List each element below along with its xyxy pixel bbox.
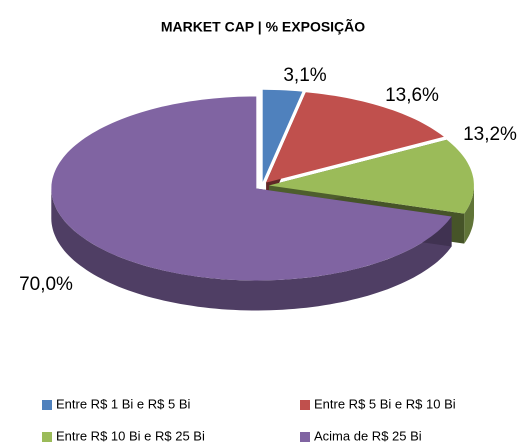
slice-side xyxy=(464,185,474,244)
legend-label: Entre R$ 10 Bi e R$ 25 Bi xyxy=(56,428,205,443)
slice xyxy=(262,89,303,182)
legend-label: Entre R$ 1 Bi e R$ 5 Bi xyxy=(56,396,191,411)
legend-swatch xyxy=(42,432,52,442)
data-label: 3,1% xyxy=(283,65,326,86)
legend-label: Acima de R$ 25 Bi xyxy=(314,428,422,443)
data-label: 13,2% xyxy=(463,124,517,145)
slice-side xyxy=(51,188,452,311)
data-label: 70,0% xyxy=(19,274,73,295)
slice xyxy=(268,139,474,214)
chart-title: MARKET CAP | % EXPOSIÇÃO xyxy=(161,18,365,35)
legend-label: Entre R$ 5 Bi e R$ 10 Bi xyxy=(314,396,456,411)
data-label: 13,6% xyxy=(385,85,439,106)
slice xyxy=(51,96,452,281)
legend-swatch xyxy=(300,432,310,442)
slice xyxy=(266,92,444,183)
legend-swatch xyxy=(42,400,52,410)
legend-swatch xyxy=(300,400,310,410)
